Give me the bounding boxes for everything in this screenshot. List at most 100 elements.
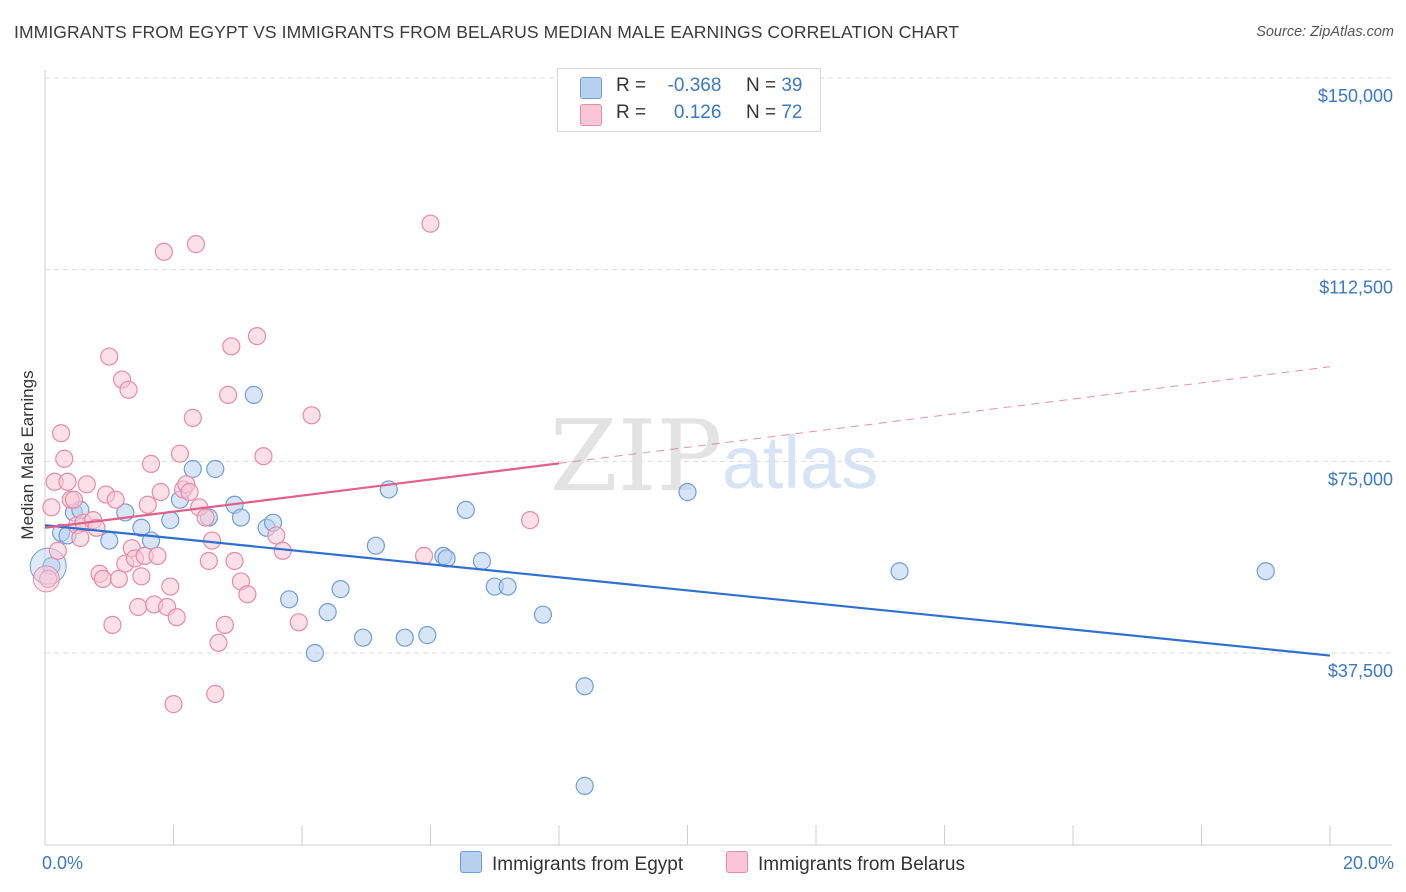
egypt-point — [456, 500, 475, 519]
belarus-point — [39, 569, 58, 588]
belarus-point — [219, 385, 238, 404]
egypt-point — [244, 385, 263, 404]
belarus-point — [186, 235, 206, 254]
belarus-point — [132, 567, 151, 586]
source-label: Source: ZipAtlas.com — [1256, 24, 1394, 40]
y-tick-label: $112,500 — [1319, 278, 1393, 298]
belarus-point — [58, 472, 77, 491]
egypt-n-value: 39 — [781, 75, 803, 96]
watermark-zip: ZIP — [550, 400, 723, 514]
belarus-n-label: N = — [745, 102, 777, 123]
belarus-swatch — [580, 104, 602, 126]
belarus-n-value: 72 — [781, 102, 803, 123]
legend-item-egypt: Immigrants from Egypt — [460, 851, 683, 876]
belarus-point — [520, 511, 540, 530]
belarus-legend-swatch — [726, 851, 748, 873]
belarus-point — [141, 454, 161, 473]
belarus-point — [71, 528, 90, 548]
belarus-point — [302, 406, 321, 425]
belarus-point — [106, 490, 125, 509]
belarus-point — [100, 347, 119, 366]
egypt-point — [678, 482, 697, 502]
egypt-legend-label: Immigrants from Egypt — [492, 854, 684, 875]
axes — [44, 70, 1392, 846]
belarus-point — [161, 577, 180, 596]
egypt-point — [1256, 562, 1275, 581]
egypt-trend-line — [44, 524, 1331, 657]
egypt-point — [890, 562, 909, 581]
egypt-point — [318, 603, 337, 622]
belarus-point — [164, 695, 183, 714]
belarus-point — [48, 541, 67, 560]
belarus-point — [180, 482, 199, 502]
belarus-point — [206, 684, 225, 703]
belarus-point — [183, 408, 202, 427]
egypt-point — [575, 677, 594, 696]
x-tick-label: 0.0% — [42, 853, 83, 873]
belarus-point — [167, 608, 186, 627]
belarus-point — [77, 475, 96, 494]
belarus-point — [238, 585, 257, 604]
belarus-point — [55, 449, 74, 468]
belarus-r-label: R = — [616, 102, 647, 123]
egypt-legend-swatch — [460, 851, 482, 873]
belarus-r-value: 0.126 — [673, 102, 722, 123]
y-tick-label: $37,500 — [1328, 661, 1393, 681]
belarus-point — [209, 633, 228, 652]
belarus-point — [247, 327, 267, 346]
egypt-point — [395, 628, 414, 647]
egypt-point — [575, 776, 594, 795]
egypt-point — [418, 626, 437, 645]
y-tick-label: $75,000 — [1328, 469, 1393, 489]
egypt-point — [472, 551, 491, 571]
belarus-point — [64, 490, 84, 509]
belarus-point — [225, 551, 244, 571]
belarus-point — [215, 615, 234, 634]
belarus-point — [414, 546, 434, 565]
belarus-point — [199, 551, 218, 571]
belarus-trend-line — [44, 462, 560, 529]
egypt-point — [183, 459, 202, 479]
egypt-r-label: R = — [616, 75, 647, 96]
belarus-point — [421, 214, 440, 233]
belarus-point — [196, 508, 215, 527]
egypt-point — [280, 590, 299, 609]
chart-title: IMMIGRANTS FROM EGYPT VS IMMIGRANTS FROM… — [14, 22, 960, 42]
belarus-point — [42, 498, 61, 517]
belarus-point — [222, 337, 241, 356]
y-axis-label: Median Male Earnings — [18, 370, 37, 539]
egypt-point — [100, 531, 119, 550]
egypt-point — [353, 628, 373, 647]
belarus-point — [289, 613, 308, 632]
x-tick-label: 20.0% — [1343, 853, 1394, 873]
belarus-point — [151, 482, 170, 502]
egypt-point — [161, 511, 180, 530]
belarus-point — [267, 526, 286, 545]
belarus-point — [87, 518, 106, 537]
egypt-n-label: N = — [745, 75, 777, 96]
belarus-trend-line-extension — [558, 366, 1331, 464]
watermark-atlas: atlas — [722, 421, 878, 504]
egypt-point — [206, 459, 225, 479]
belarus-point — [109, 569, 128, 588]
egypt-point — [305, 643, 324, 663]
egypt-swatch — [580, 77, 602, 99]
correlation-legend: R = -0.368 N = 39 R = 0.126 N = 72 — [557, 68, 821, 132]
legend-item-belarus: Immigrants from Belarus — [726, 851, 965, 876]
watermark: ZIP atlas — [550, 400, 879, 514]
egypt-point — [231, 508, 251, 527]
belarus-point — [170, 444, 190, 463]
belarus-point — [93, 569, 112, 588]
belarus-point — [129, 597, 148, 617]
egypt-point — [533, 605, 553, 624]
belarus-point — [154, 242, 173, 261]
trend-lines — [44, 366, 1331, 657]
egypt-point — [331, 580, 350, 599]
belarus-point — [254, 447, 273, 466]
belarus-point — [32, 565, 60, 593]
egypt-point — [498, 577, 517, 596]
gridlines — [45, 77, 1392, 654]
belarus-point — [119, 380, 138, 399]
belarus-point — [148, 546, 167, 565]
